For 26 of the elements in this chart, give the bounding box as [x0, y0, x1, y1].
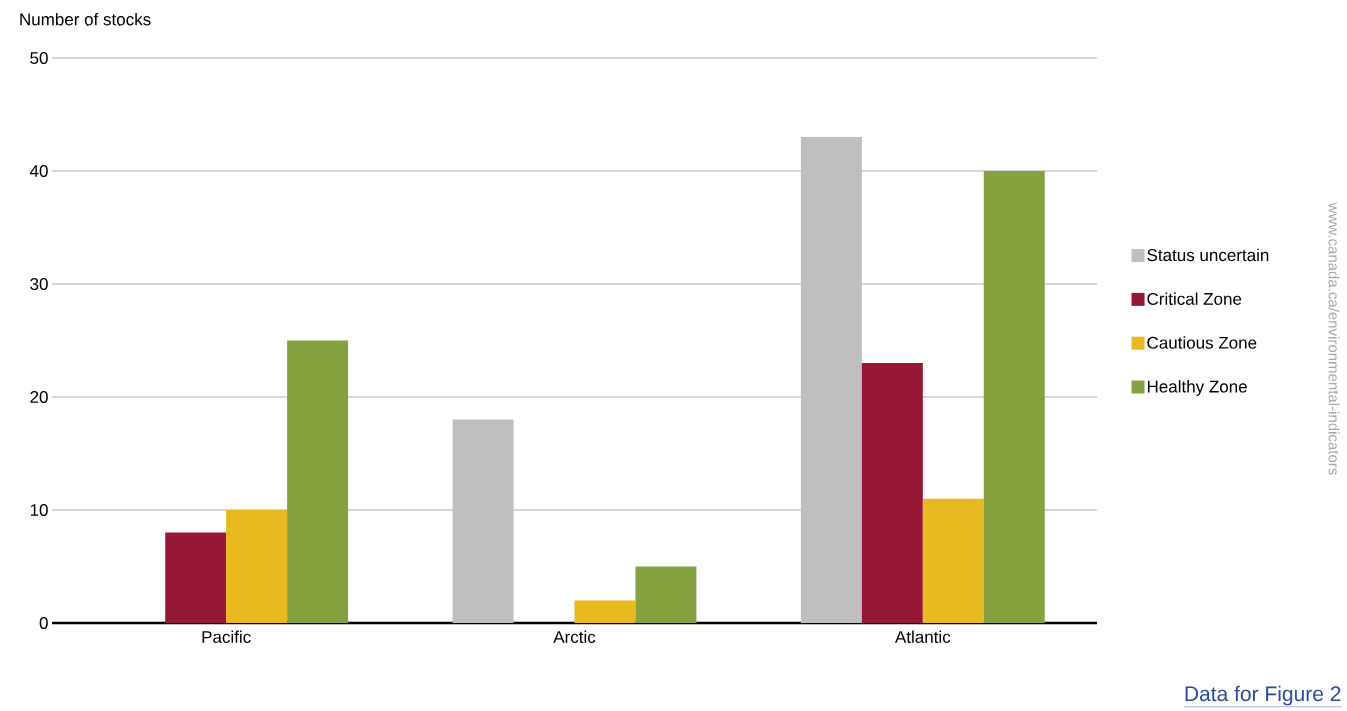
x-tick-label: Arctic — [553, 630, 596, 644]
y-tick-label: 20 — [30, 391, 48, 404]
bar — [574, 600, 636, 624]
legend-label: Healthy Zone — [1147, 380, 1247, 397]
y-tick-label: 30 — [30, 278, 48, 291]
bar — [287, 340, 349, 624]
text: www.canada.ca/environmental-indicators — [1328, 202, 1340, 475]
y-axis-title: Number of stocks — [20, 13, 151, 26]
legend-label: Status uncertain — [1147, 248, 1269, 262]
legend-label: Critical Zone — [1147, 292, 1242, 306]
bar — [165, 532, 227, 624]
bar — [922, 498, 984, 624]
bar — [452, 419, 514, 624]
legend-label: Cautious Zone — [1147, 336, 1257, 349]
bar — [861, 363, 923, 624]
x-tick-label: Pacific — [202, 630, 251, 644]
y-tick-label: 50 — [30, 52, 48, 65]
x-tick-label: Atlantic — [894, 630, 951, 644]
y-tick-label: 10 — [30, 504, 48, 517]
y-tick-label: 0 — [39, 617, 48, 630]
bar — [226, 510, 288, 624]
y-tick-label: 40 — [29, 165, 48, 178]
bar — [983, 171, 1045, 624]
bar — [800, 137, 862, 624]
text: Data for Figure 2 — [1185, 685, 1341, 706]
bar — [635, 566, 697, 624]
